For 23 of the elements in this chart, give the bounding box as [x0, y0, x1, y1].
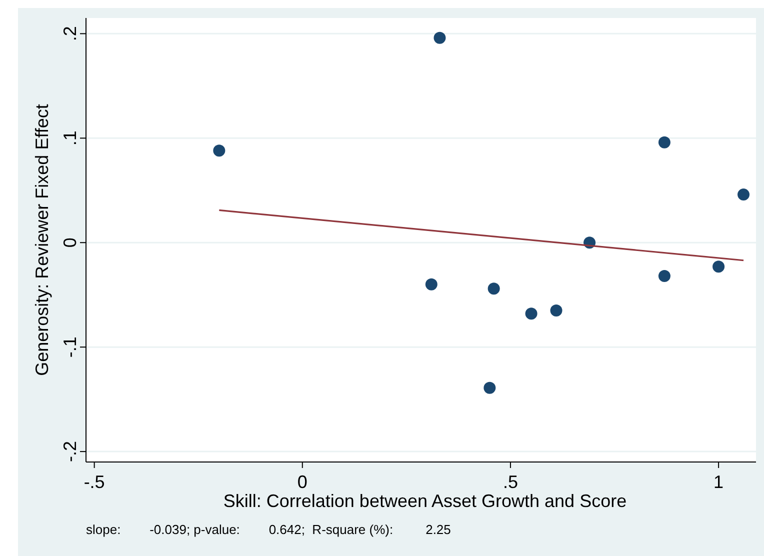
point: [658, 270, 670, 282]
point: [525, 308, 538, 320]
y-tick-label: .1: [60, 130, 80, 146]
point: [712, 260, 725, 273]
y-tick-label: 0: [60, 238, 80, 248]
y-tick-label: -.2: [60, 441, 80, 462]
point: [434, 32, 446, 44]
x-tick-label: -.5: [84, 472, 105, 492]
point: [550, 304, 562, 317]
point: [484, 382, 496, 394]
x-tick-label: 1: [714, 472, 724, 492]
y-tick-label: -.1: [60, 336, 80, 358]
point: [213, 144, 226, 157]
y-tick-label: .2: [60, 26, 80, 42]
point: [658, 136, 670, 148]
x-tick-label: .5: [502, 472, 518, 492]
x-axis-title: Skill: Correlation between Asset Growth and Score: [223, 491, 627, 511]
text: slope: -0.039; p-value: 0.642; R-square (%): 2.25: [86, 522, 451, 537]
point: [425, 278, 438, 290]
point: [738, 188, 750, 201]
y-axis-title: Generosity: Reviewer Fixed Effect: [32, 104, 52, 376]
point: [488, 282, 500, 295]
x-tick-label: 0: [297, 472, 308, 492]
